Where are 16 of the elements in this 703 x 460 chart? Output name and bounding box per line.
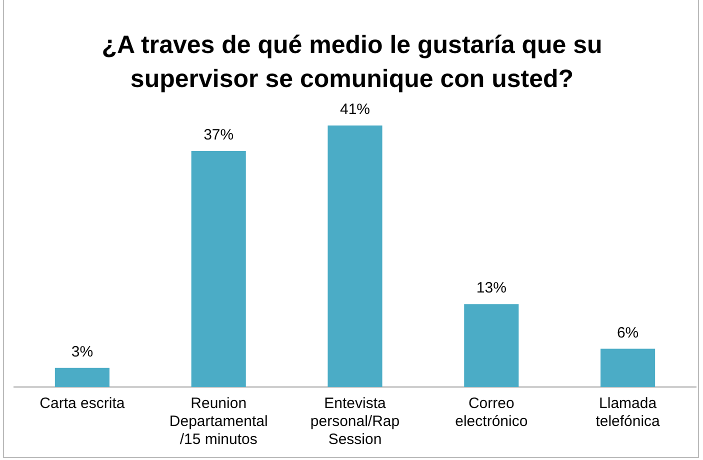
- data-label: 41%: [340, 101, 370, 118]
- bar: [600, 348, 656, 387]
- data-label: 6%: [616, 324, 639, 342]
- chart-title: ¿A traves de qué medio le gustaría que su supervisor se comunique con usted?: [100, 30, 604, 95]
- x-tick-label: Entevista personal/Rap Session: [310, 395, 400, 448]
- x-tick-label: Correo electrónico: [455, 395, 528, 430]
- data-label: 3%: [71, 344, 94, 361]
- bar: [54, 368, 110, 387]
- bar: [191, 151, 246, 387]
- bar: [328, 126, 382, 387]
- data-label: 13%: [476, 280, 506, 297]
- x-tick-label: Reunion Departamental /15 minutos: [169, 395, 268, 448]
- x-tick-label: Carta escrita: [40, 395, 126, 412]
- bar: [464, 304, 519, 387]
- x-tick-label: Llamada telefónica: [596, 395, 661, 430]
- data-label: 37%: [204, 126, 234, 144]
